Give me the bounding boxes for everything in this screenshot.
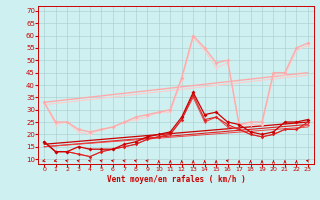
X-axis label: Vent moyen/en rafales ( km/h ): Vent moyen/en rafales ( km/h ) [107, 175, 245, 184]
